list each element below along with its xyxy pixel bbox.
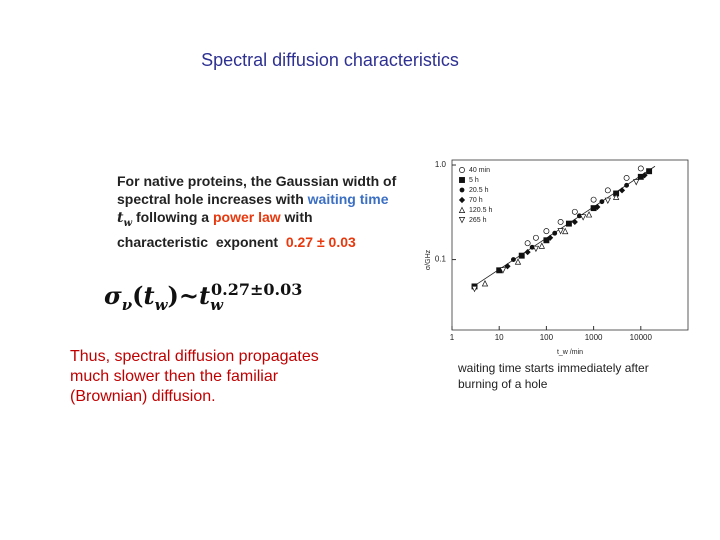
- text: spectral hole increases with: [117, 191, 308, 207]
- text-line: Thus, spectral diffusion propagates: [70, 348, 319, 365]
- x-tick-label: 10: [495, 333, 504, 342]
- text: with: [280, 209, 313, 225]
- intro-text: For native proteins, the Gaussian width …: [117, 172, 396, 251]
- x-tick-label: 1: [450, 333, 455, 342]
- point: [565, 220, 572, 227]
- chart: 1 10 100 1000 10000 1.0 0.1 t_w /min σ/GHz 40 min…: [425, 159, 689, 356]
- point: [543, 228, 550, 235]
- point: [552, 230, 558, 236]
- caption: waiting time starts immediately after bu…: [458, 360, 649, 392]
- text: characteristic exponent: [117, 233, 286, 250]
- point: [612, 193, 620, 200]
- point: [562, 227, 569, 235]
- point: [532, 245, 540, 253]
- legend-label: 120.5 h: [469, 207, 492, 214]
- y-tick-label: 1.0: [435, 160, 447, 169]
- point: [571, 208, 578, 215]
- intro-line: tw following a power law with: [117, 208, 396, 233]
- intro-line: characteristic exponent 0.27 ± 0.03: [117, 233, 396, 251]
- point: [458, 196, 466, 204]
- point: [499, 267, 507, 274]
- point: [599, 199, 605, 205]
- point: [458, 217, 466, 224]
- symbol: σ: [104, 281, 122, 310]
- point: [557, 218, 564, 225]
- point: [532, 234, 539, 241]
- symbol: )~: [167, 281, 199, 310]
- point: [604, 187, 611, 194]
- point: [590, 196, 597, 203]
- point: [585, 211, 593, 218]
- point: [641, 172, 648, 179]
- point: [633, 179, 640, 186]
- point: [571, 218, 578, 226]
- point: [459, 187, 465, 193]
- slide-title: Spectral diffusion characteristics: [201, 50, 459, 70]
- point: [518, 252, 525, 259]
- symbol: t: [198, 281, 211, 310]
- point: [579, 214, 587, 221]
- point: [618, 187, 626, 194]
- text-line: burning of a hole: [458, 377, 548, 391]
- x-axis-label: t_w /min: [557, 349, 583, 356]
- point: [459, 167, 465, 173]
- point: [459, 177, 465, 183]
- subscript: w: [210, 295, 223, 314]
- legend-label: 265 h: [469, 217, 487, 224]
- y-tick-label: 0.1: [435, 255, 447, 264]
- legend-label: 40 min: [469, 167, 490, 174]
- x-tick-label: 100: [540, 333, 554, 342]
- legend-label: 20.5 h: [469, 187, 489, 194]
- point: [637, 165, 644, 172]
- point: [557, 228, 564, 235]
- point: [547, 234, 554, 241]
- plot-frame: [451, 159, 689, 331]
- intro-line: spectral hole increases with waiting tim…: [117, 190, 396, 208]
- point: [543, 237, 550, 244]
- point: [510, 257, 516, 263]
- text: For native proteins, the Gaussian width …: [117, 173, 397, 189]
- text-line: waiting time starts immediately after: [458, 361, 649, 375]
- legend-label: 70 h: [469, 197, 483, 204]
- subscript: w: [154, 295, 168, 314]
- intro-line: For native proteins, the Gaussian width …: [117, 172, 396, 190]
- legend-label: 5 h: [469, 177, 479, 184]
- point: [524, 240, 531, 247]
- text-line: (Brownian) diffusion.: [70, 388, 216, 405]
- point: [481, 280, 489, 287]
- symbol: t: [143, 281, 155, 310]
- x-tick-label: 1000: [585, 333, 603, 342]
- point: [604, 197, 611, 205]
- point: [624, 182, 630, 188]
- point: [538, 242, 545, 249]
- symbol: t: [117, 210, 124, 226]
- point: [504, 263, 511, 270]
- point: [623, 174, 630, 181]
- highlight: waiting time: [307, 191, 389, 207]
- point: [524, 248, 531, 256]
- point: [514, 258, 522, 265]
- formula: σν(tw)~tw0.27±0.03: [104, 280, 302, 314]
- text-line: much slower then the familiar: [70, 368, 279, 385]
- point: [471, 285, 478, 293]
- highlight: 0.27 ± 0.03: [285, 233, 356, 250]
- text: following a: [132, 209, 213, 225]
- point: [646, 168, 653, 175]
- exponent: 0.27±0.03: [210, 280, 303, 299]
- x-tick-label: 10000: [630, 333, 653, 342]
- subscript: w: [123, 217, 133, 229]
- conclusion: Thus, spectral diffusion propagates much…: [70, 347, 319, 407]
- highlight: power law: [212, 209, 281, 225]
- y-axis-label: σ/GHz: [425, 249, 432, 270]
- point: [458, 206, 466, 213]
- subscript: ν: [121, 295, 133, 314]
- symbol: (: [132, 281, 144, 310]
- point: [594, 203, 601, 211]
